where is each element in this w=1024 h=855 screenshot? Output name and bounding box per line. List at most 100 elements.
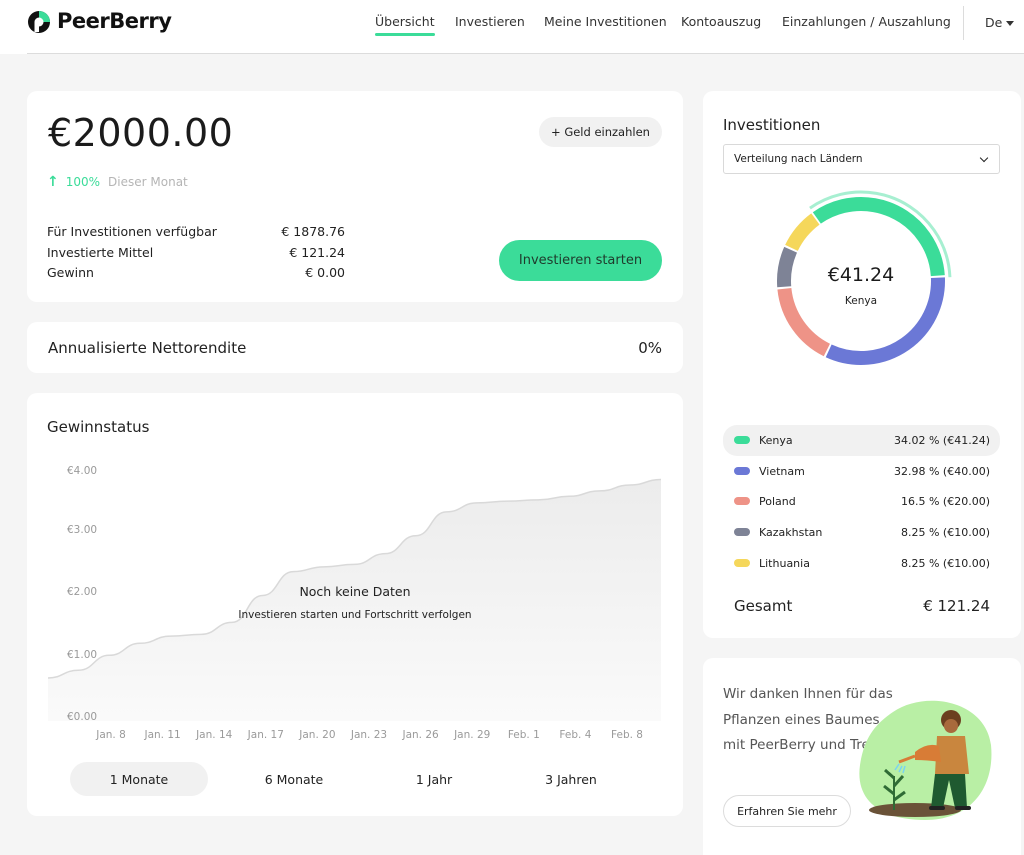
range-1-month[interactable]: 1 Monate — [70, 762, 208, 796]
legend-swatch — [734, 466, 750, 475]
donut-highlight-ring — [770, 190, 952, 372]
main-nav: Übersicht Investieren Meine Investitione… — [0, 14, 1024, 38]
legend-value: 16.5 % (€20.00) — [900, 495, 990, 509]
x-tick-label: Feb. 4 — [559, 729, 591, 741]
investments-card: Investitionen Verteilung nach Ländern €4… — [703, 91, 1021, 638]
peerberry-logo[interactable]: PeerBerry — [27, 8, 172, 34]
header-divider — [27, 53, 1024, 54]
range-6-months[interactable]: 6 Monate — [264, 771, 324, 787]
legend-item-vietnam[interactable]: Vietnam 32.98 % (€40.00) — [723, 456, 1000, 487]
y-tick-label: €2.00 — [67, 586, 97, 598]
legend-swatch — [734, 497, 750, 506]
time-range-selector: 1 Monate 6 Monate 1 Jahr 3 Jahren — [70, 762, 640, 796]
account-balance: €2000.00 — [48, 111, 234, 155]
tree-thanks-text: Wir danken Ihnen für das Pflanzen eines … — [723, 686, 903, 754]
select-value: Verteilung nach Ländern — [734, 153, 863, 165]
start-investing-button[interactable]: Investieren starten — [499, 240, 662, 281]
x-tick-label: Jan. 26 — [401, 729, 439, 741]
nav-item-investieren[interactable]: Investieren — [455, 14, 525, 29]
distribution-select[interactable]: Verteilung nach Ländern — [723, 144, 1000, 174]
tree-planting-card: Wir danken Ihnen für das Pflanzen eines … — [703, 658, 1021, 855]
y-tick-label: €4.00 — [67, 465, 97, 477]
investments-title: Investitionen — [723, 116, 821, 134]
growth-indicator: ↑ 100% Dieser Monat — [47, 174, 188, 190]
legend-swatch — [734, 558, 750, 567]
legend-swatch — [734, 528, 750, 537]
donut-center-value: €41.24 — [827, 264, 895, 286]
tree-planting-illustration — [859, 700, 992, 820]
y-tick-label: €1.00 — [67, 649, 97, 661]
legend-country: Poland — [759, 495, 796, 509]
range-3-years[interactable]: 3 Jahren — [545, 771, 597, 787]
y-tick-label: €3.00 — [67, 524, 97, 536]
donut-slice-poland[interactable] — [765, 187, 965, 387]
profit-status-title: Gewinnstatus — [47, 418, 150, 436]
investments-total: Gesamt € 121.24 — [734, 597, 990, 615]
y-tick-label: €0.00 — [67, 711, 97, 723]
x-tick-label: Jan. 23 — [350, 729, 387, 741]
stat-row: Investierte Mittel € 121.24 — [47, 243, 345, 264]
country-donut-chart — [765, 187, 965, 387]
stat-label: Investierte Mittel — [47, 244, 154, 260]
legend-country: Lithuania — [759, 556, 810, 570]
legend-swatch — [734, 436, 750, 444]
legend-country: Vietnam — [759, 464, 805, 478]
growth-period: Dieser Monat — [108, 175, 188, 189]
stat-row: Gewinn € 0.00 — [47, 263, 345, 284]
legend-country: Kenya — [759, 433, 793, 447]
brand-name: PeerBerry — [57, 9, 172, 33]
x-tick-label: Jan. 14 — [195, 729, 233, 741]
country-legend: Kenya 34.02 % (€41.24) Vietnam 32.98 % (… — [723, 425, 1000, 578]
caret-down-icon — [1006, 21, 1015, 26]
nav-item-meine-investitionen[interactable]: Meine Investitionen — [544, 14, 667, 29]
annual-return-value: 0% — [638, 339, 662, 357]
donut-slice-vietnam[interactable] — [765, 187, 965, 387]
nav-item-uebersicht[interactable]: Übersicht — [375, 14, 435, 36]
growth-percent: 100% — [65, 175, 101, 189]
legend-value: 8.25 % (€10.00) — [900, 525, 990, 539]
profit-chart: €0.00 €1.00 €2.00 €3.00 €4.00 Jan. 8 Jan. 11 Ja… — [47, 465, 662, 741]
empty-state-subtitle: Investieren starten und Fortschritt verf… — [238, 609, 472, 621]
donut-center-label: Kenya — [844, 295, 878, 307]
balance-stats: Für Investitionen verfügbar € 1878.76 In… — [47, 222, 345, 284]
legend-item-lithuania[interactable]: Lithuania 8.25 % (€10.00) — [723, 548, 1000, 579]
chevron-down-icon — [979, 153, 989, 163]
stat-value: € 0.00 — [305, 265, 345, 280]
stat-label: Gewinn — [47, 265, 94, 280]
total-label: Gesamt — [734, 597, 793, 615]
chart-area — [48, 479, 661, 721]
learn-more-button[interactable]: Erfahren Sie mehr — [723, 795, 851, 827]
legend-value: 32.98 % (€40.00) — [893, 464, 990, 478]
legend-country: Kazakhstan — [759, 525, 823, 539]
language-selector[interactable]: De — [985, 15, 1015, 30]
nav-item-kontoauszug[interactable]: Kontoauszug — [681, 14, 762, 29]
annual-return-label: Annualisierte Nettorendite — [48, 339, 247, 357]
balance-card: €2000.00 + Geld einzahlen ↑ 100% Dieser … — [27, 91, 683, 302]
x-tick-label: Feb. 1 — [508, 729, 540, 741]
stat-row: Für Investitionen verfügbar € 1878.76 — [47, 222, 345, 243]
peerberry-logo-icon — [27, 8, 51, 34]
legend-value: 34.02 % (€41.24) — [893, 433, 990, 447]
x-tick-label: Jan. 17 — [247, 729, 284, 741]
top-header: PeerBerry Übersicht Investieren Meine In… — [0, 0, 1024, 54]
x-tick-label: Feb. 8 — [611, 729, 643, 741]
nav-item-einzahlungen-auszahlung[interactable]: Einzahlungen / Auszahlung — [782, 14, 951, 29]
x-tick-label: Jan. 29 — [453, 729, 490, 741]
legend-item-poland[interactable]: Poland 16.5 % (€20.00) — [723, 486, 1000, 517]
annual-return-card: Annualisierte Nettorendite 0% — [27, 322, 683, 373]
language-label: De — [985, 15, 1003, 30]
x-tick-label: Jan. 8 — [95, 729, 126, 741]
stat-label: Für Investitionen verfügbar — [47, 224, 217, 239]
chart-series-line — [47, 478, 662, 679]
x-tick-label: Jan. 20 — [298, 729, 335, 741]
deposit-button[interactable]: + Geld einzahlen — [539, 117, 662, 147]
stat-value: € 121.24 — [289, 244, 345, 260]
legend-item-kenya[interactable]: Kenya 34.02 % (€41.24) — [723, 425, 1000, 456]
range-1-year[interactable]: 1 Jahr — [415, 771, 453, 787]
profit-status-card: Gewinnstatus €0.00 €1.00 €2.00 €3.00 €4.00 Ja… — [27, 393, 683, 816]
legend-value: 8.25 % (€10.00) — [900, 556, 990, 570]
nav-divider — [963, 6, 964, 40]
legend-item-kazakhstan[interactable]: Kazakhstan 8.25 % (€10.00) — [723, 517, 1000, 548]
stat-value: € 1878.76 — [281, 224, 345, 239]
empty-state-title: Noch keine Daten — [299, 584, 411, 599]
